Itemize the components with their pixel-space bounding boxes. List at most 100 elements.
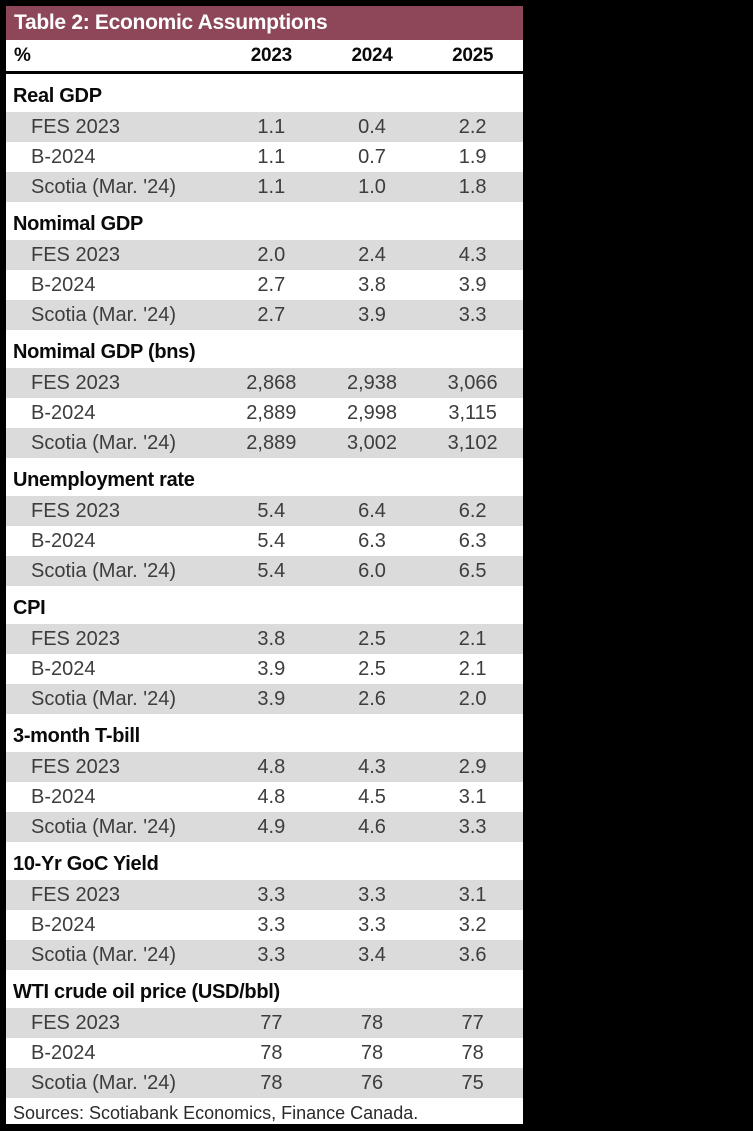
row-value: 3.8 bbox=[358, 273, 386, 296]
row-value: 0.4 bbox=[358, 115, 386, 138]
row-label: Scotia (Mar. '24) bbox=[31, 559, 176, 582]
row-value: 3.3 bbox=[257, 943, 286, 966]
table-title-bar: Table 2: Economic Assumptions bbox=[6, 6, 523, 40]
table-row: FES 2023 2.0 2.4 4.3 bbox=[6, 240, 523, 270]
row-value: 3.9 bbox=[257, 657, 286, 680]
row-value: 77 bbox=[260, 1011, 283, 1034]
row-value: 2,889 bbox=[246, 401, 297, 424]
row-value: 1.1 bbox=[257, 175, 286, 198]
table-row: B-2024 3.3 3.3 3.2 bbox=[6, 910, 523, 940]
table-row: Scotia (Mar. '24) 2.7 3.9 3.3 bbox=[6, 300, 523, 330]
row-value: 75 bbox=[461, 1071, 484, 1094]
row-value: 2.0 bbox=[458, 687, 487, 710]
row-value: 2,889 bbox=[246, 431, 297, 454]
table-row: Scotia (Mar. '24) 5.4 6.0 6.5 bbox=[6, 556, 523, 586]
section-unemployment-rate: Unemployment rate FES 2023 5.4 6.4 6.2 B-2024… bbox=[6, 458, 523, 586]
row-value: 3,115 bbox=[448, 401, 497, 424]
row-value: 78 bbox=[360, 1011, 384, 1034]
row-value: 78 bbox=[360, 1041, 384, 1064]
row-label: B-2024 bbox=[31, 1041, 96, 1064]
table-row: FES 2023 4.8 4.3 2.9 bbox=[6, 752, 523, 782]
row-label: Scotia (Mar. '24) bbox=[31, 1071, 176, 1094]
table-row: Scotia (Mar. '24) 4.9 4.6 3.3 bbox=[6, 812, 523, 842]
year-column-header-2024: 2024 bbox=[351, 44, 393, 66]
row-value: 5.4 bbox=[257, 529, 286, 552]
section-cpi: CPI FES 2023 3.8 2.5 2.1 B-2024 3.9 2.5 2.1 Scoti… bbox=[6, 586, 523, 714]
row-value: 3.3 bbox=[257, 883, 286, 906]
row-label: B-2024 bbox=[31, 273, 96, 296]
row-value: 1.8 bbox=[458, 175, 487, 198]
section-wti-crude-oil-price-usd-bbl: WTI crude oil price (USD/bbl) FES 2023 77 7… bbox=[6, 970, 523, 1098]
row-label: B-2024 bbox=[31, 145, 96, 168]
table-row: B-2024 2.7 3.8 3.9 bbox=[6, 270, 523, 300]
row-value: 1.0 bbox=[358, 175, 386, 198]
row-value: 5.4 bbox=[257, 499, 286, 522]
table-row: FES 2023 3.3 3.3 3.1 bbox=[6, 880, 523, 910]
row-value: 2,938 bbox=[346, 371, 398, 394]
row-label: B-2024 bbox=[31, 529, 96, 552]
section-title: 10-Yr GoC Yield bbox=[6, 847, 523, 880]
row-label: FES 2023 bbox=[31, 243, 120, 266]
row-value: 78 bbox=[260, 1041, 283, 1064]
table-row: Scotia (Mar. '24) 2,889 3,002 3,102 bbox=[6, 428, 523, 458]
row-value: 76 bbox=[360, 1071, 384, 1094]
row-value: 2.9 bbox=[458, 755, 487, 778]
row-label: B-2024 bbox=[31, 401, 96, 424]
table-sections: Real GDP FES 2023 1.1 0.4 2.2 B-2024 1.1 0.7 1.9… bbox=[6, 74, 523, 1098]
row-value: 78 bbox=[260, 1071, 283, 1094]
row-value: 6.0 bbox=[358, 559, 386, 582]
row-label: FES 2023 bbox=[31, 1011, 120, 1034]
row-value: 2.2 bbox=[458, 115, 487, 138]
row-value: 3.2 bbox=[458, 913, 487, 936]
year-column-header-2025: 2025 bbox=[452, 44, 494, 66]
row-label: Scotia (Mar. '24) bbox=[31, 175, 176, 198]
row-value: 2.7 bbox=[257, 273, 286, 296]
row-value: 3.1 bbox=[458, 883, 487, 906]
row-value: 77 bbox=[461, 1011, 484, 1034]
row-value: 4.3 bbox=[458, 243, 487, 266]
row-value: 2,998 bbox=[346, 401, 398, 424]
table-row: Scotia (Mar. '24) 3.3 3.4 3.6 bbox=[6, 940, 523, 970]
row-value: 3.9 bbox=[458, 273, 487, 296]
row-value: 6.3 bbox=[358, 529, 386, 552]
section-10-yr-goc-yield: 10-Yr GoC Yield FES 2023 3.3 3.3 3.1 B-2024 3.… bbox=[6, 842, 523, 970]
row-value: 2.7 bbox=[257, 303, 286, 326]
row-value: 4.5 bbox=[358, 785, 386, 808]
row-value: 78 bbox=[461, 1041, 484, 1064]
section-title: Real GDP bbox=[6, 79, 523, 112]
row-value: 3.6 bbox=[458, 943, 487, 966]
row-value: 5.4 bbox=[257, 559, 286, 582]
row-value: 3.3 bbox=[458, 303, 487, 326]
row-value: 3.8 bbox=[257, 627, 286, 650]
row-value: 4.6 bbox=[358, 815, 386, 838]
row-value: 2.5 bbox=[358, 657, 386, 680]
table-row: FES 2023 1.1 0.4 2.2 bbox=[6, 112, 523, 142]
row-label: FES 2023 bbox=[31, 627, 120, 650]
row-value: 2.0 bbox=[257, 243, 286, 266]
table-row: FES 2023 5.4 6.4 6.2 bbox=[6, 496, 523, 526]
table-row: Scotia (Mar. '24) 78 76 75 bbox=[6, 1068, 523, 1098]
section-3-month-t-bill: 3-month T-bill FES 2023 4.8 4.3 2.9 B-2024 4.8… bbox=[6, 714, 523, 842]
row-label: FES 2023 bbox=[31, 883, 120, 906]
row-value: 3.3 bbox=[358, 883, 386, 906]
section-title: WTI crude oil price (USD/bbl) bbox=[6, 975, 523, 1008]
section-real-gdp: Real GDP FES 2023 1.1 0.4 2.2 B-2024 1.1 0.7 1.9… bbox=[6, 74, 523, 202]
section-nomimal-gdp: Nomimal GDP FES 2023 2.0 2.4 4.3 B-2024 2.7 3.8… bbox=[6, 202, 523, 330]
row-value: 0.7 bbox=[358, 145, 386, 168]
row-label: B-2024 bbox=[31, 657, 96, 680]
row-value: 3,102 bbox=[447, 431, 498, 454]
column-header-row: % 2023 2024 2025 bbox=[6, 40, 523, 74]
section-title: Nomimal GDP bbox=[6, 207, 523, 240]
row-value: 2.1 bbox=[458, 627, 487, 650]
table-row: B-2024 1.1 0.7 1.9 bbox=[6, 142, 523, 172]
row-value: 3,002 bbox=[346, 431, 398, 454]
row-label: Scotia (Mar. '24) bbox=[31, 303, 176, 326]
row-value: 3.4 bbox=[358, 943, 386, 966]
row-value: 3.9 bbox=[257, 687, 286, 710]
section-title: Nomimal GDP (bns) bbox=[6, 335, 523, 368]
row-value: 3.1 bbox=[458, 785, 487, 808]
row-value: 3.3 bbox=[358, 913, 386, 936]
table-row: Scotia (Mar. '24) 1.1 1.0 1.8 bbox=[6, 172, 523, 202]
section-title: Unemployment rate bbox=[6, 463, 523, 496]
table-row: FES 2023 3.8 2.5 2.1 bbox=[6, 624, 523, 654]
